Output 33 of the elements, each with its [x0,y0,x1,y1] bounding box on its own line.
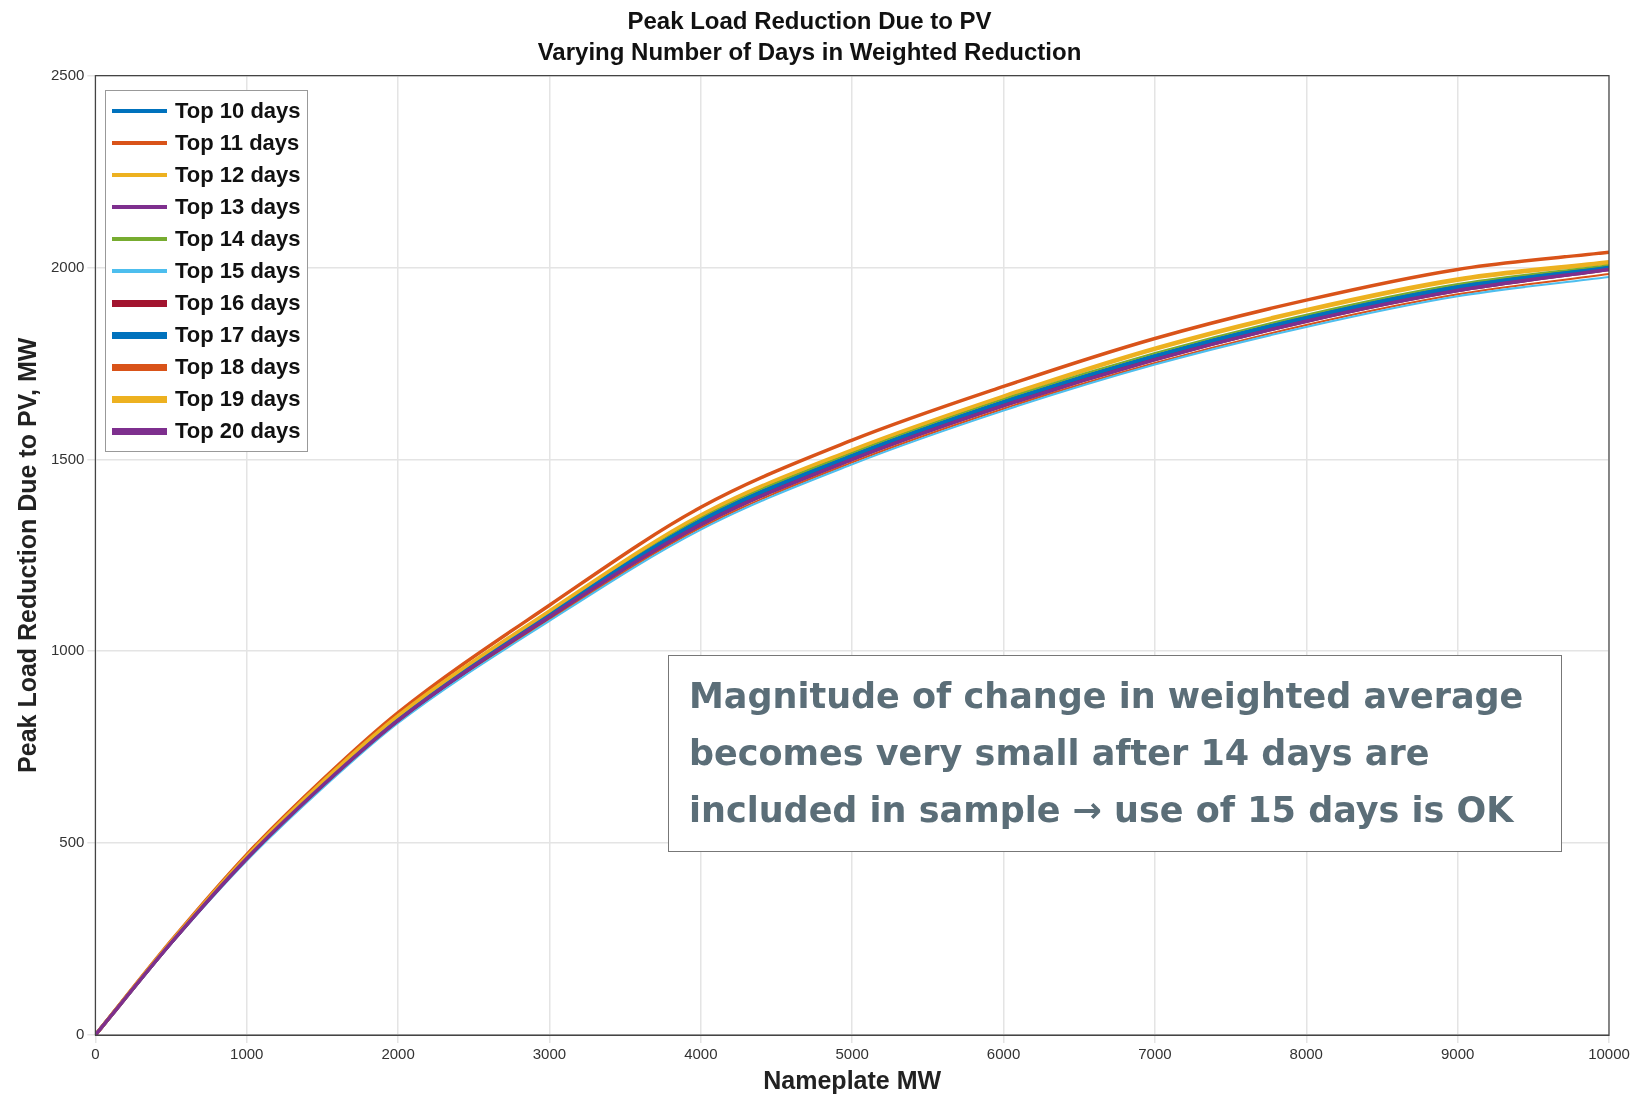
x-tick-label: 2000 [381,1045,415,1063]
x-tick-label: 4000 [684,1045,718,1063]
legend-label: Top 19 days [175,386,301,412]
legend-label: Top 14 days [175,226,301,252]
x-axis-title: Nameplate MW [763,1065,942,1094]
chart-title: Peak Load Reduction Due to PV [627,7,992,35]
legend-label: Top 13 days [175,194,301,220]
legend-label: Top 15 days [175,258,301,284]
x-tick-label: 10000 [1588,1045,1630,1063]
legend-label: Top 18 days [175,354,301,380]
annotation: Magnitude of change in weighted average becomes very small after 14 days are included in sample → use of 15 days is OK [668,655,1562,852]
x-tick-label: 0 [91,1045,100,1063]
x-tick-label: 8000 [1289,1045,1323,1063]
y-tick-label: 2500 [50,65,85,83]
x-tick-label: 7000 [1138,1045,1172,1063]
legend-label: Top 10 days [175,98,301,124]
x-tick-label: 3000 [532,1045,567,1063]
x-tick-label: 5000 [835,1045,869,1063]
y-tick-label: 1000 [50,641,85,659]
y-axis-title: Peak Load Reduction Due to PV, MW [12,337,41,773]
legend-label: Top 16 days [175,290,301,316]
x-tick-label: 1000 [230,1045,264,1063]
y-tick-label: 0 [76,1025,85,1043]
y-tick-label: 1500 [50,449,85,467]
legend-label: Top 12 days [175,162,301,188]
y-tick-label: 500 [59,833,85,851]
x-tick-label: 9000 [1440,1045,1475,1063]
legend-label: Top 17 days [175,322,301,348]
x-tick-label: 6000 [986,1045,1021,1063]
y-tick-label: 2000 [50,257,85,275]
chart-subtitle: Varying Number of Days in Weighted Reduction [537,37,1082,65]
legend-label: Top 11 days [175,130,300,156]
legend-label: Top 20 days [175,418,301,444]
